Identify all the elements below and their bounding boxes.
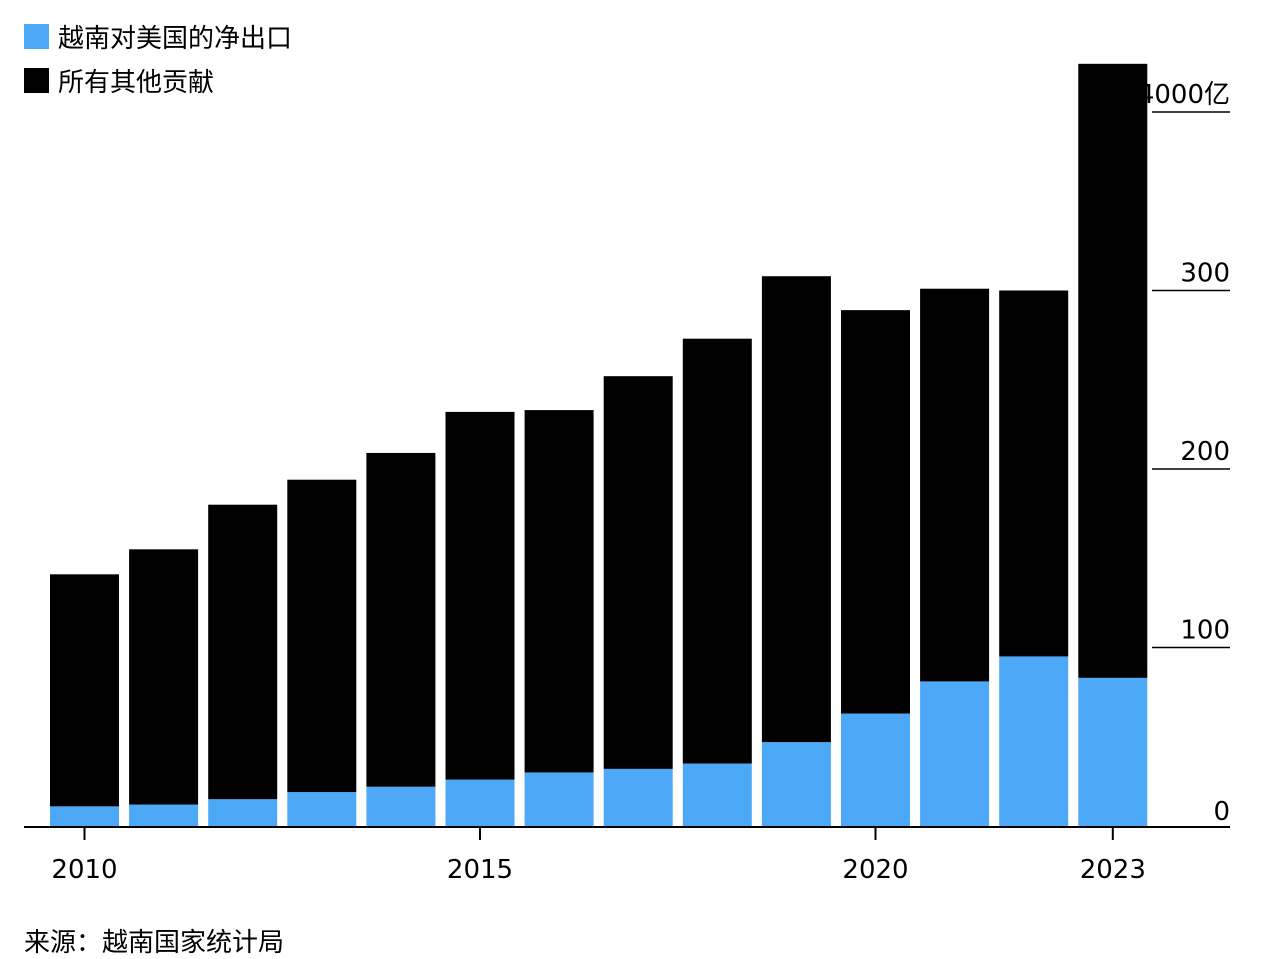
bar-us-net-exports-2011 (129, 804, 199, 826)
x-tick-label-2020: 2020 (842, 855, 908, 885)
bar-other-contributions-2019 (761, 276, 831, 743)
bar-other-contributions-2017 (603, 376, 673, 769)
legend-item-other-contributions: 所有其他贡献 (24, 58, 292, 102)
bar-us-net-exports-2017 (603, 768, 673, 826)
bar-us-net-exports-2014 (366, 786, 436, 826)
bar-other-contributions-2023 (1078, 63, 1148, 678)
y-tick-label-300: 300 (1180, 259, 1230, 289)
y-tick-label-400: 4000亿 (1138, 80, 1230, 110)
bar-us-net-exports-2013 (287, 792, 357, 826)
bar-us-net-exports-2018 (682, 763, 752, 826)
bar-us-net-exports-2012 (208, 799, 278, 826)
bar-other-contributions-2018 (682, 338, 752, 764)
legend-swatch-other-contributions (24, 67, 49, 93)
bar-us-net-exports-2023 (1078, 677, 1148, 826)
bar-other-contributions-2014 (366, 452, 436, 787)
source-note: 来源：越南国家统计局 (24, 928, 285, 958)
bar-other-contributions-2022 (999, 290, 1069, 657)
bar-us-net-exports-2016 (524, 772, 594, 826)
x-tick-label-2015: 2015 (447, 855, 513, 885)
bar-other-contributions-2021 (920, 288, 990, 682)
bar-us-net-exports-2010 (50, 806, 119, 826)
bar-other-contributions-2011 (129, 549, 199, 805)
y-tick-label-200: 200 (1180, 437, 1230, 467)
legend-label-us-net-exports: 越南对美国的净出口 (58, 23, 293, 54)
bar-us-net-exports-2021 (920, 681, 990, 826)
x-tick-label-2010: 2010 (51, 855, 117, 885)
legend-item-us-net-exports: 越南对美国的净出口 (24, 14, 292, 58)
bar-us-net-exports-2015 (445, 779, 515, 826)
bar-us-net-exports-2022 (999, 656, 1069, 826)
bar-other-contributions-2016 (524, 410, 594, 773)
bar-other-contributions-2015 (445, 411, 515, 780)
x-tick-label-2023: 2023 (1080, 855, 1146, 885)
bar-other-contributions-2020 (841, 310, 910, 714)
bar-us-net-exports-2020 (841, 713, 910, 826)
legend-label-other-contributions: 所有其他贡献 (58, 67, 215, 98)
bar-other-contributions-2012 (208, 504, 278, 800)
y-tick-label-0: 0 (1213, 797, 1230, 827)
bar-other-contributions-2013 (287, 479, 357, 793)
y-tick-label-100: 100 (1180, 616, 1230, 646)
bar-us-net-exports-2019 (761, 742, 831, 826)
legend-swatch-us-net-exports (24, 23, 49, 49)
bar-other-contributions-2010 (50, 574, 119, 807)
legend: 越南对美国的净出口 所有其他贡献 (24, 14, 292, 102)
